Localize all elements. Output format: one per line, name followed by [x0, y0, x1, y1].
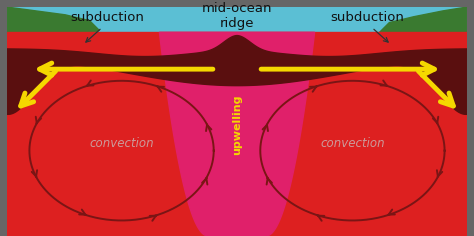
- Polygon shape: [7, 36, 467, 114]
- Text: subduction: subduction: [330, 11, 404, 24]
- Bar: [7, 7, 467, 46]
- Polygon shape: [7, 7, 99, 46]
- Text: convection: convection: [89, 137, 154, 150]
- Text: convection: convection: [320, 137, 385, 150]
- Text: upwelling: upwelling: [232, 94, 242, 155]
- Polygon shape: [380, 7, 467, 46]
- Bar: [7, 32, 467, 236]
- Polygon shape: [159, 32, 315, 236]
- Text: subduction: subduction: [70, 11, 144, 24]
- Text: mid-ocean
ridge: mid-ocean ridge: [202, 2, 272, 30]
